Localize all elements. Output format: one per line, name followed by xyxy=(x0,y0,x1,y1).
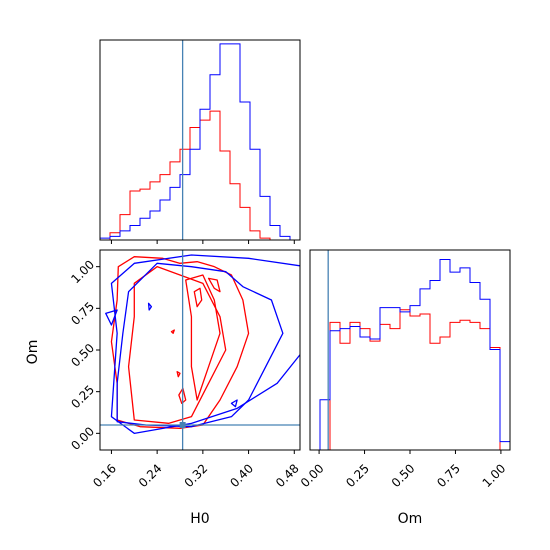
h0-histogram-frame xyxy=(99,39,301,241)
joint-y-tick-label-3: 0.75 xyxy=(68,299,97,328)
joint-x-tick-label-4: 0.48 xyxy=(273,461,302,490)
blue-contour-4 xyxy=(230,399,238,408)
joint-x-tick-label-2: 0.32 xyxy=(182,461,211,490)
blue-contour-3 xyxy=(147,302,153,311)
joint-truth-marker xyxy=(179,422,186,428)
joint-y-tick-label-4: 1.00 xyxy=(68,257,97,286)
joint-x-tick-label-1: 0.24 xyxy=(136,461,165,490)
red-contour-6 xyxy=(178,387,187,404)
y-axis-label: Om xyxy=(25,340,41,365)
blue-contour-2 xyxy=(105,309,118,326)
om-histogram-panel: 0.00 0.25 0.50 0.75 1.00 xyxy=(298,249,511,490)
red-contour-3 xyxy=(193,287,203,308)
om-histogram-series-blue xyxy=(310,259,511,451)
joint-y-tick-label-0: 0.00 xyxy=(68,424,97,453)
x-axis-label: H0 xyxy=(190,511,209,527)
om-histogram-x-axis-label: Om xyxy=(398,511,423,527)
h0-histogram-panel xyxy=(99,39,301,244)
red-contour-1 xyxy=(127,266,227,424)
om-histogram-x-tick-label-3: 0.75 xyxy=(434,461,463,490)
red-contour-5 xyxy=(170,329,175,334)
om-histogram-series-red xyxy=(310,309,510,451)
om-histogram-x-tick-label-2: 0.50 xyxy=(389,461,418,490)
joint-x-tick-label-0: 0.16 xyxy=(90,461,119,490)
h0-histogram-series-blue xyxy=(99,43,300,241)
red-contour-2 xyxy=(185,274,221,401)
blue-contour-0 xyxy=(110,254,300,434)
om-histogram-x-tick-label-0: 0.00 xyxy=(298,461,327,490)
joint-x-tick-label-3: 0.40 xyxy=(227,461,256,490)
h0-histogram-series-red xyxy=(100,110,300,241)
h0-om-contour-panel: 0.16 0.24 0.32 0.40 0.48 0.00 0.25 0.50 0.75 1.00 xyxy=(68,249,302,490)
om-histogram-x-tick-label-1: 0.25 xyxy=(343,461,372,490)
joint-y-tick-label-2: 0.50 xyxy=(68,341,97,370)
joint-contours xyxy=(100,250,300,450)
blue-contour-1 xyxy=(116,262,284,428)
red-contour-7 xyxy=(176,371,181,378)
joint-y-tick-label-1: 0.25 xyxy=(68,382,97,411)
om-histogram-x-tick-label-4: 1.00 xyxy=(480,461,509,490)
red-contour-4 xyxy=(207,277,221,293)
om-histogram-frame xyxy=(309,249,511,451)
